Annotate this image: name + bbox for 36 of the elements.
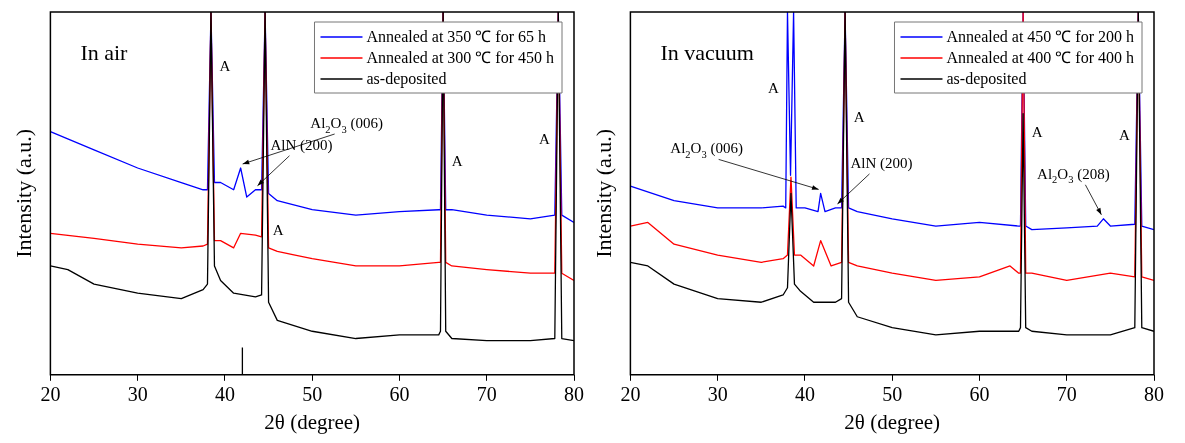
y-axis-title: Intensity (a.u.) [10,128,36,258]
x-tick-label: 20 [620,383,641,406]
x-tick-label: 40 [794,383,815,406]
x-tick-label: 70 [1056,383,1077,406]
annotation: In air [80,40,129,65]
x-tick-label: 40 [214,383,235,406]
annotation: A [1118,127,1130,144]
x-tick-label: 30 [127,383,148,406]
x-tick-label: 20 [40,383,61,406]
x-axis-title: 2θ (degree) [844,409,941,434]
legend-label: as-deposited [366,70,447,89]
x-tick-label: 80 [1144,383,1164,406]
annotation: AlN (200) [850,154,913,172]
annotation: A [272,221,284,238]
y-axis-title: Intensity (a.u.) [590,128,616,258]
x-tick-label: 70 [476,383,497,406]
annotation: A [219,58,231,75]
x-tick-label: 50 [882,383,903,406]
x-tick-label: 80 [564,383,584,406]
annotation: A [853,109,865,126]
annotation: A [451,152,463,169]
annotation: A [768,80,780,97]
x-tick-label: 50 [302,383,323,406]
legend-label: Annealed at 400 ℃ for 400 h [946,49,1135,67]
x-axis-title: 2θ (degree) [264,409,361,434]
x-tick-label: 60 [389,383,410,406]
legend-label: Annealed at 450 ℃ for 200 h [946,28,1135,46]
annotation: AlN (200) [270,136,333,154]
annotation: In vacuum [660,40,754,65]
annotation: A [538,130,550,147]
x-tick-label: 30 [707,383,728,406]
legend-label: as-deposited [946,70,1027,89]
x-tick-label: 60 [969,383,990,406]
legend-label: Annealed at 300 ℃ for 450 h [366,49,555,67]
annotation: A [1031,123,1043,140]
legend-label: Annealed at 350 ℃ for 65 h [366,28,547,46]
